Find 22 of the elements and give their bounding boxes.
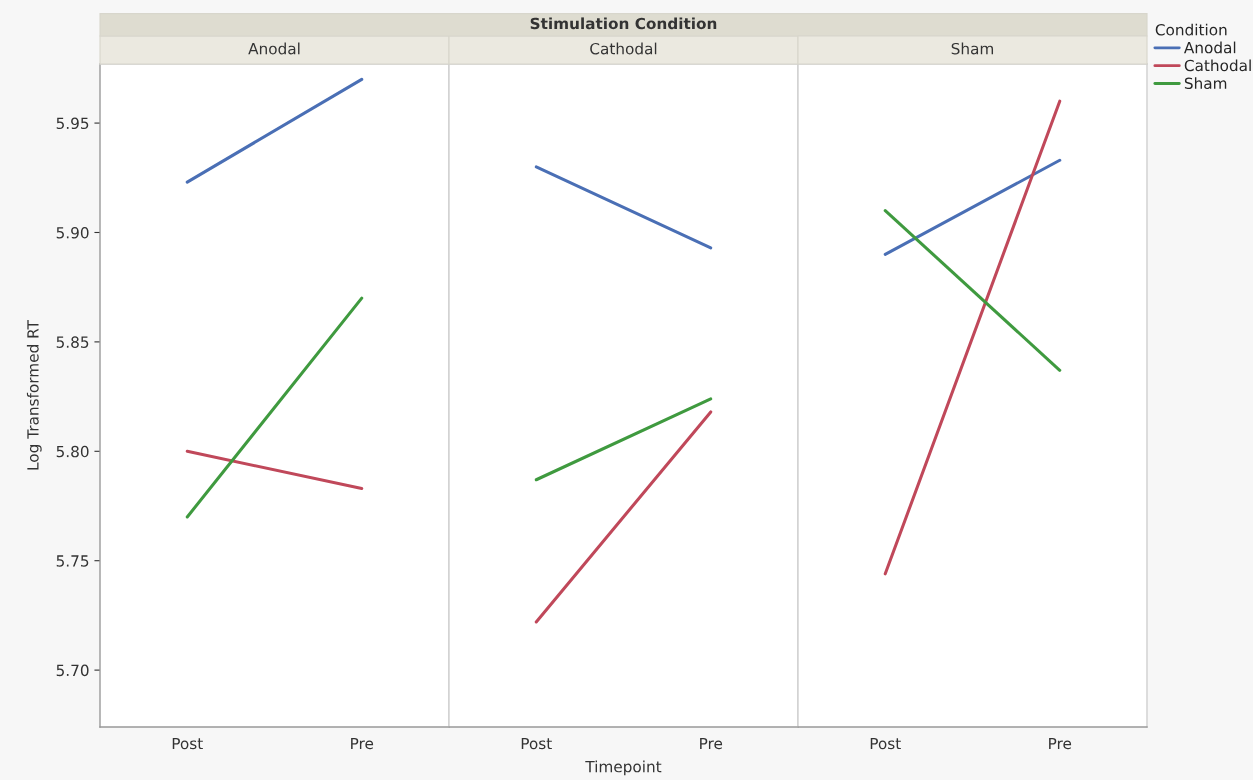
y-tick-label: 5.95 — [56, 117, 89, 130]
y-tick-label: 5.80 — [56, 445, 89, 458]
legend-label: Cathodal — [1184, 59, 1251, 72]
y-tick-label: 5.85 — [56, 336, 89, 348]
y-tick-label: 5.75 — [56, 555, 89, 567]
y-tick-label: 5.90 — [56, 226, 89, 239]
y-tick-label: 5.70 — [56, 664, 89, 677]
chart-title: Stimulation Condition — [530, 17, 717, 30]
x-tick-label: Pre — [700, 737, 723, 750]
chart-subtitle: Cathodal — [590, 42, 657, 55]
y-axis-title: Log Transformed RT — [26, 319, 42, 470]
legend-label: Anodal — [1184, 41, 1236, 54]
x-tick-label: Post — [172, 737, 203, 750]
x-tick-label: Post — [870, 737, 901, 750]
chart-subtitle: Anodal — [248, 42, 300, 55]
x-axis-title: Timepoint — [585, 760, 662, 776]
x-tick-label: Pre — [1049, 737, 1072, 750]
chart-subtitle: Sham — [951, 42, 994, 55]
legend-label: Sham — [1184, 77, 1227, 90]
x-tick-label: Post — [521, 737, 552, 750]
legend-title: Condition — [1155, 23, 1227, 36]
x-tick-label: Pre — [351, 737, 374, 750]
